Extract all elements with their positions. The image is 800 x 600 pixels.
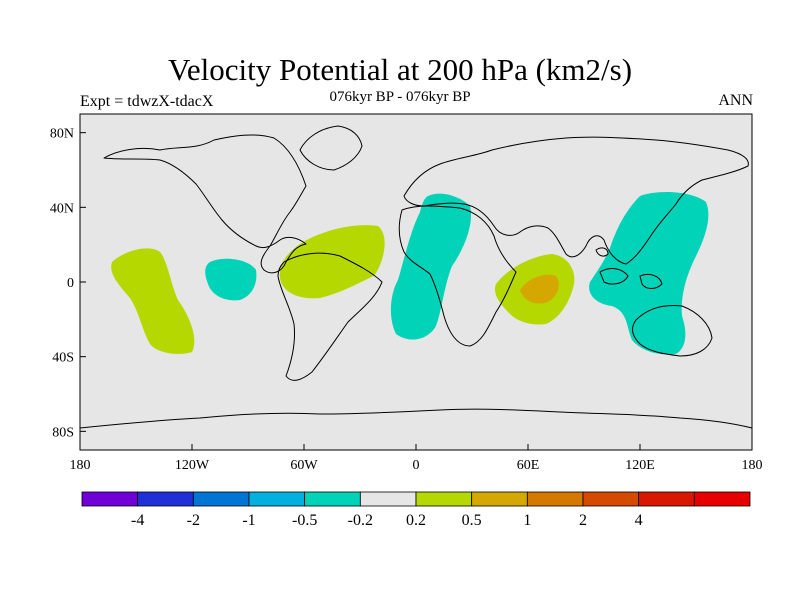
- season-label: ANN: [718, 92, 753, 109]
- south-america-coast: [277, 252, 383, 381]
- colorbar-label: 0.5: [462, 512, 482, 529]
- colorbar: -4 -2 -1 -0.5 -0.2 0.2 0.5 1 2 4: [81, 491, 751, 529]
- australia-coast: [632, 305, 713, 357]
- lon-tick-label: 60W: [290, 458, 318, 473]
- africa-coast: [398, 205, 517, 347]
- pacific-central-negative: [205, 258, 257, 301]
- chart-subtitle: 076kyr BP - 076kyr BP: [329, 89, 471, 105]
- lat-tick-label: 80N: [50, 127, 74, 142]
- colorbar-swatch: [304, 491, 361, 507]
- colorbar-swatch: [693, 491, 751, 507]
- colorbar-label: 2: [579, 512, 587, 529]
- colorbar-swatch: [359, 491, 417, 507]
- lon-tick-label: 120E: [625, 458, 655, 473]
- colorbar-swatch: [81, 491, 139, 507]
- colorbar-swatch: [471, 491, 528, 507]
- colorbar-swatch: [638, 491, 695, 507]
- colorbar-label: -0.2: [348, 512, 373, 529]
- lon-tick-label: 0: [413, 458, 420, 473]
- lon-tick-label: 60E: [517, 458, 540, 473]
- colorbar-swatch: [582, 491, 640, 507]
- pacific-east-positive: [111, 248, 195, 354]
- coastlines: [79, 125, 753, 429]
- anomaly-regions: [111, 192, 709, 355]
- colorbar-label: -0.5: [292, 512, 317, 529]
- greenland-coast: [299, 125, 363, 171]
- eurasia-coast: [403, 136, 749, 265]
- lat-tick-label: 80S: [52, 425, 74, 440]
- colorbar-swatch: [192, 491, 250, 507]
- lat-tick-label: 0: [67, 276, 74, 291]
- lat-tick-label: 40N: [50, 201, 74, 216]
- west-pacific-negative: [589, 192, 709, 355]
- lat-tick-label: 40S: [52, 351, 74, 366]
- colorbar-swatch: [248, 491, 306, 507]
- indian-ocean-strong-positive: [520, 274, 559, 304]
- islands-coast: [595, 247, 663, 289]
- antarctica-coast: [79, 408, 753, 429]
- experiment-label: Expt = tdwzX-tdacX: [80, 93, 214, 110]
- colorbar-swatch: [526, 491, 584, 507]
- lon-tick-label: 180: [70, 458, 91, 473]
- latitude-ticks: 80N 40N 0 40S 80S: [50, 127, 86, 440]
- colorbar-label: -2: [187, 512, 200, 529]
- colorbar-label: 4: [635, 512, 643, 529]
- colorbar-label: 0.2: [406, 512, 426, 529]
- lon-tick-label: 120W: [175, 458, 210, 473]
- atlantic-africa-negative: [390, 193, 472, 340]
- chart-title: Velocity Potential at 200 hPa (km2/s): [167, 52, 633, 87]
- longitude-ticks: 180 120W 60W 0 60E 120E 180: [70, 444, 763, 473]
- colorbar-swatch: [415, 491, 473, 507]
- colorbar-label: -1: [242, 512, 255, 529]
- colorbar-label: -4: [131, 512, 144, 529]
- colorbar-label: 1: [523, 512, 531, 529]
- colorbar-swatch: [137, 491, 194, 507]
- lon-tick-label: 180: [742, 458, 763, 473]
- north-america-coast: [103, 134, 307, 274]
